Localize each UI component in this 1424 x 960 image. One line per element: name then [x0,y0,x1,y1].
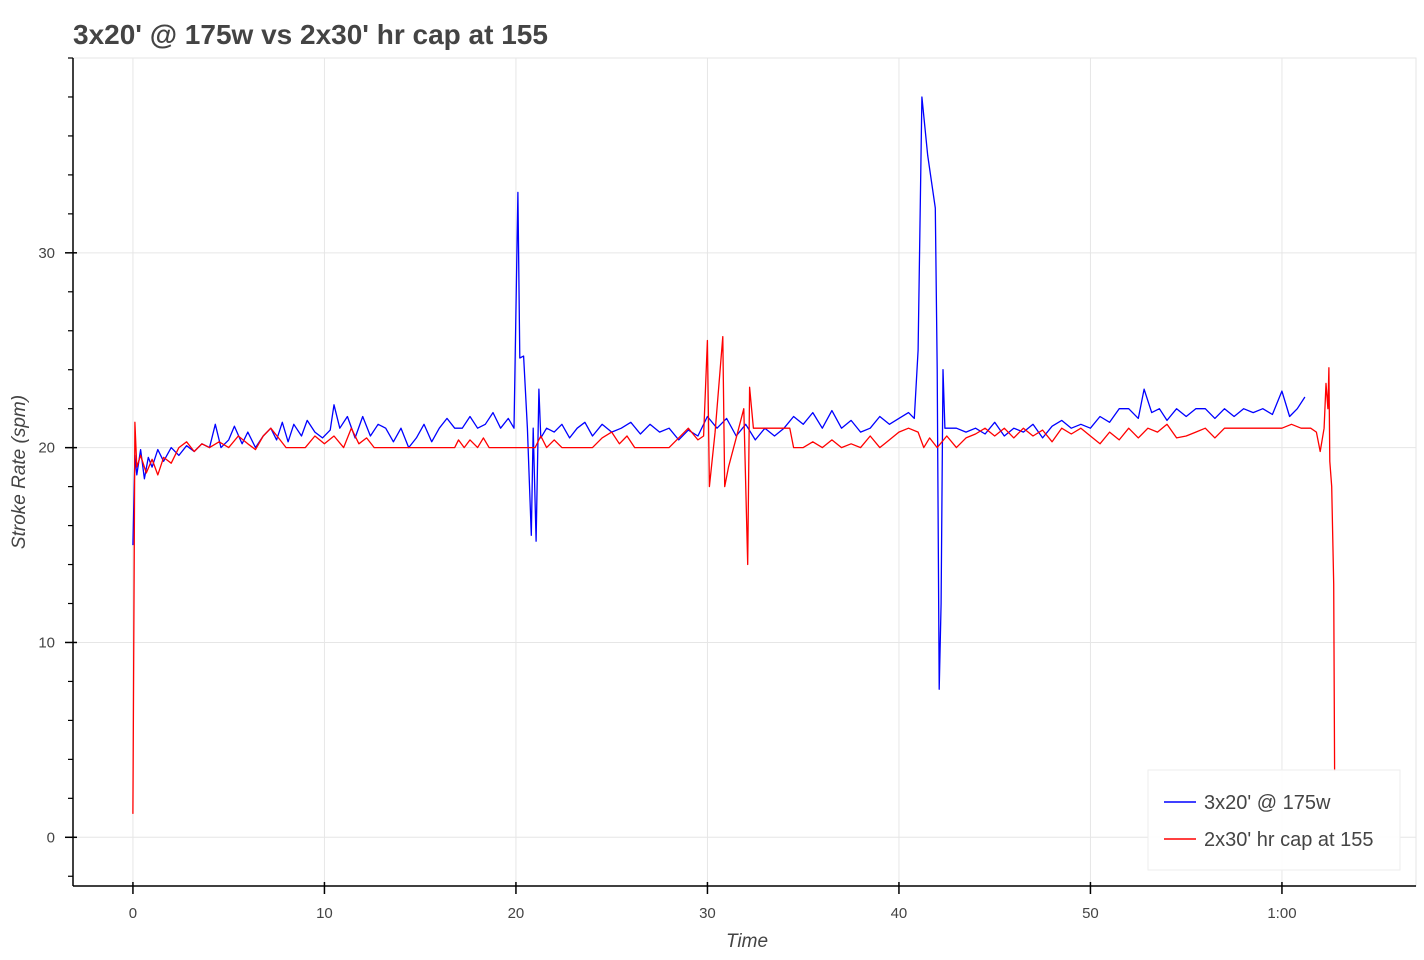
plot-frame [72,57,1417,887]
x-tick-label: 30 [699,905,716,922]
series-lines [132,96,1336,814]
y-tick-label: 0 [47,829,55,846]
series-line-1 [132,96,1306,690]
y-axis-label: Stroke Rate (spm) [9,395,30,549]
x-tick-label: 50 [1082,905,1099,922]
y-tick-label: 20 [38,440,55,457]
chart-title: 3x20' @ 175w vs 2x30' hr cap at 155 [73,19,548,50]
legend-box [1147,769,1401,871]
grid [73,58,1416,886]
legend-label-series-2: 2x30' hr cap at 155 [1204,829,1374,851]
x-tick-label: 0 [129,905,137,922]
x-tick-label: 20 [508,905,525,922]
series-line-2 [132,335,1336,814]
x-tick-label: 1:00 [1267,905,1296,922]
legend: 3x20' @ 175w 2x30' hr cap at 155 [1147,769,1401,871]
y-tick-label: 10 [38,634,55,651]
y-tick-label: 30 [38,245,55,262]
legend-label-series-1: 3x20' @ 175w [1204,792,1331,814]
x-tick-label: 10 [316,905,333,922]
axis-ticks: 0 10 20 30 40 50 1:00 0 10 20 30 [38,57,1297,922]
x-tick-label: 40 [891,905,908,922]
x-axis-label: Time [726,931,768,952]
